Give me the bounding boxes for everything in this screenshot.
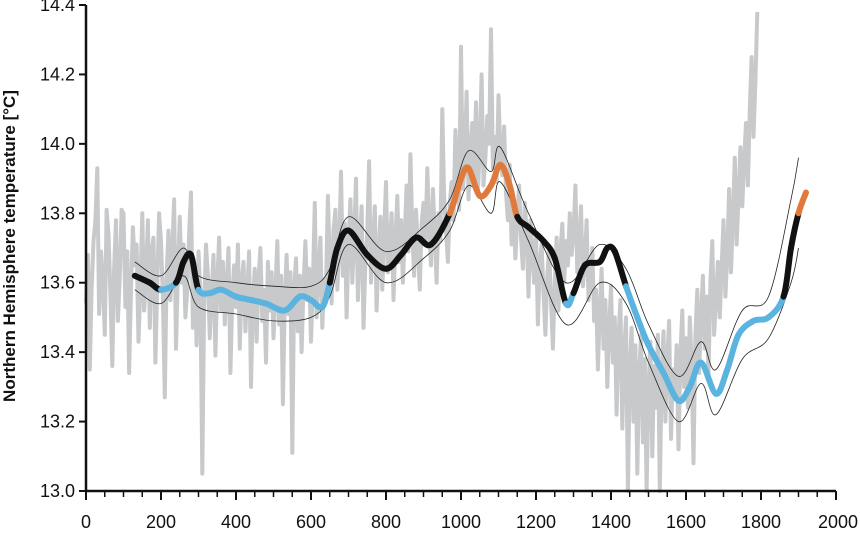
- y-axis-title: Northern Hemisphere temperature [°C]: [0, 90, 19, 402]
- y-tick-label: 14.2: [40, 64, 75, 84]
- smoothed-segment: [795, 189, 809, 217]
- uncertainty-lower-line: [134, 181, 799, 423]
- smoothed-segment: [765, 293, 787, 321]
- y-tick-label: 14.4: [40, 0, 75, 15]
- x-tick-label: 1200: [516, 512, 556, 532]
- smoothed-segment: [735, 317, 757, 338]
- y-tick-label: 13.8: [40, 203, 75, 223]
- y-tick-label: 13.0: [40, 481, 75, 501]
- x-tick-label: 2000: [818, 512, 858, 532]
- x-tick-label: 0: [81, 512, 91, 532]
- smoothed-segment: [713, 366, 731, 397]
- smoothed-segment: [611, 248, 629, 290]
- x-tick-label: 1000: [441, 512, 481, 532]
- uncertainty-band-layer: [134, 145, 799, 423]
- x-tick-label: 600: [296, 512, 326, 532]
- smoothed-segment: [780, 245, 794, 300]
- axes: 13.0 13.2 13.4 13.6 13.8 14.0 14.2 14.4 0 200 400 6…: [40, 0, 858, 532]
- x-tick-label: 200: [146, 512, 176, 532]
- uncertainty-upper-line: [134, 145, 799, 377]
- smoothed-series-layer: [131, 161, 809, 404]
- x-tick-label: 1600: [666, 512, 706, 532]
- x-tick-label: 1800: [741, 512, 781, 532]
- smoothed-segment: [788, 210, 802, 251]
- y-tick-label: 13.4: [40, 342, 75, 362]
- smoothed-segment: [428, 210, 453, 248]
- x-tick-label: 1400: [591, 512, 631, 532]
- x-tick-label: 800: [371, 512, 401, 532]
- plot-area: [84, 11, 809, 493]
- y-tick-label: 14.0: [40, 134, 75, 154]
- y-tick-label: 13.2: [40, 412, 75, 432]
- x-tick-label: 400: [221, 512, 251, 532]
- y-tick-label: 13.6: [40, 273, 75, 293]
